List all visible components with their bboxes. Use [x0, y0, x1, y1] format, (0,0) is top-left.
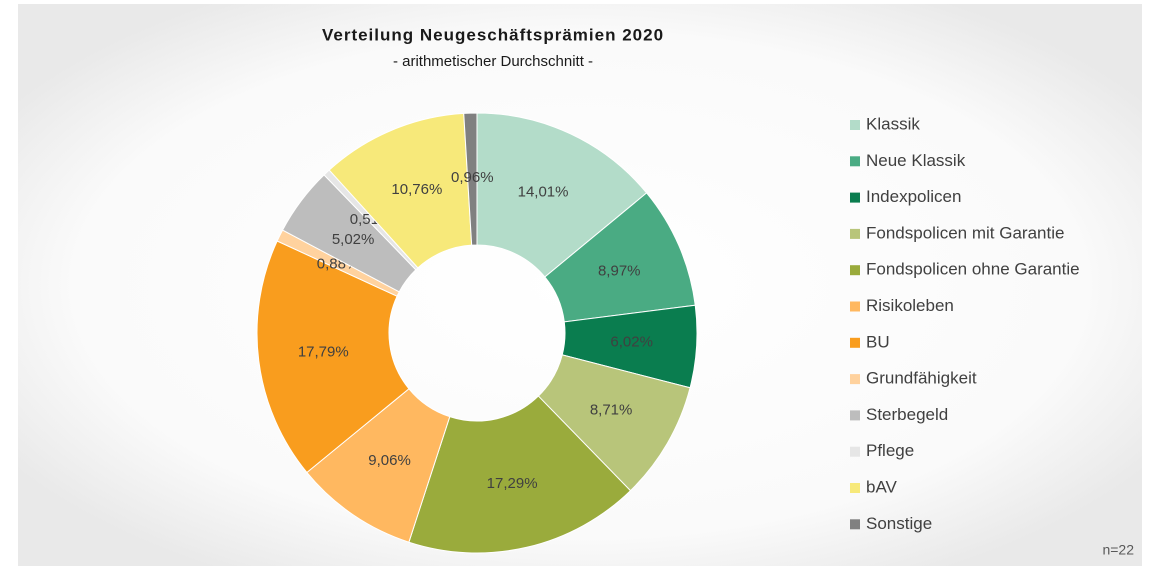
legend-swatch — [850, 120, 860, 130]
donut-slice — [328, 112, 473, 269]
legend-swatch — [850, 374, 860, 385]
data-label: 9,06% — [368, 452, 411, 469]
chart-subtitle: - arithmetischer Durchschnitt - — [393, 53, 593, 70]
donut-slice — [476, 112, 648, 278]
legend-swatch — [850, 337, 860, 348]
donut-slice — [408, 395, 632, 554]
data-label: 17,29% — [487, 475, 538, 492]
data-label: 8,97% — [598, 262, 641, 279]
data-label: 17,79% — [298, 344, 349, 361]
legend-swatch — [850, 228, 860, 239]
legend-label: bAV — [866, 477, 898, 496]
data-label: 8,71% — [590, 402, 633, 419]
legend-swatch — [850, 301, 860, 312]
legend-label: Sterbegeld — [866, 405, 948, 424]
data-label: 10,76% — [391, 181, 442, 198]
legend-label: Grundfähigkeit — [866, 369, 977, 388]
legend-label: Pflege — [866, 441, 914, 460]
chart-title: Verteilung Neugeschäftsprämien 2020 — [322, 25, 664, 44]
legend-label: Klassik — [866, 114, 920, 133]
donut-slice — [256, 240, 410, 474]
legend-label: Fondspolicen ohne Garantie — [866, 260, 1080, 279]
data-label: 6,02% — [610, 334, 653, 351]
donut-slice — [463, 112, 478, 246]
annotation: n=22 — [1102, 542, 1134, 558]
legend-label: Indexpolicen — [866, 187, 961, 206]
legend-label: Sonstige — [866, 514, 932, 533]
legend-label: BU — [866, 332, 890, 351]
legend-label: Fondspolicen mit Garantie — [866, 223, 1064, 242]
legend-swatch — [850, 192, 860, 203]
legend-swatch — [850, 446, 860, 457]
legend-swatch — [850, 265, 860, 276]
legend-swatch — [850, 156, 860, 167]
legend-label: Neue Klassik — [866, 151, 966, 170]
data-label: 5,02% — [332, 231, 375, 248]
data-label: 0,96% — [451, 169, 494, 186]
legend-label: Risikoleben — [866, 296, 954, 315]
legend-swatch — [850, 483, 860, 493]
legend-swatch — [850, 410, 860, 421]
data-label: 14,01% — [518, 184, 569, 201]
legend-swatch — [850, 519, 860, 530]
